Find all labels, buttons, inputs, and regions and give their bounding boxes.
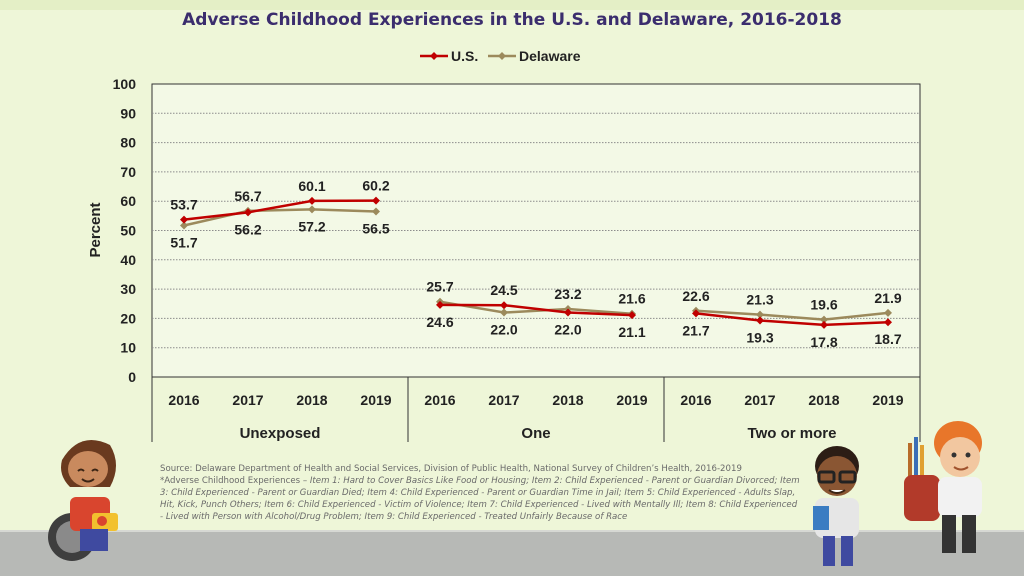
data-point-us xyxy=(692,309,700,318)
data-label-delaware: 22.0 xyxy=(490,322,517,338)
ace-definition-lead: *Adverse Childhood Experiences – xyxy=(160,476,310,486)
child-backpack-illustration xyxy=(904,421,982,553)
data-label-us: 19.3 xyxy=(746,329,773,345)
series-line-delaware xyxy=(695,309,889,321)
x-tick-label: 2016 xyxy=(680,392,711,408)
data-label-us: 21.1 xyxy=(618,324,645,340)
data-label-delaware: 21.3 xyxy=(746,292,773,308)
data-point-delaware xyxy=(308,205,316,214)
data-label-delaware: 56.5 xyxy=(362,220,389,236)
data-label-delaware: 51.7 xyxy=(170,235,197,251)
data-point-delaware xyxy=(500,308,508,317)
y-tick-label: 80 xyxy=(120,135,136,151)
y-tick-label: 90 xyxy=(120,105,136,121)
data-point-us xyxy=(436,300,444,309)
series-line-us xyxy=(695,312,889,327)
data-label-us: 56.2 xyxy=(234,221,261,237)
y-tick-label: 30 xyxy=(120,281,136,297)
data-point-us xyxy=(884,318,892,327)
floor xyxy=(0,532,1024,576)
group-label: Unexposed xyxy=(240,425,321,442)
x-tick-label: 2019 xyxy=(616,392,647,408)
data-label-delaware: 19.6 xyxy=(810,297,837,313)
x-tick-label: 2016 xyxy=(424,392,455,408)
data-point-delaware xyxy=(180,221,188,230)
group-label: One xyxy=(521,425,550,442)
data-label-us: 24.6 xyxy=(426,314,453,330)
background-strip xyxy=(0,0,1024,10)
data-label-us: 22.0 xyxy=(554,322,581,338)
x-tick-label: 2016 xyxy=(168,392,199,408)
data-point-us xyxy=(820,320,828,329)
data-label-us: 18.7 xyxy=(874,331,901,347)
y-tick-label: 100 xyxy=(113,76,137,92)
data-label-us: 24.5 xyxy=(490,282,517,298)
y-tick-label: 50 xyxy=(120,223,136,239)
data-point-us xyxy=(180,215,188,224)
line-chart: 0 10 20 30 40 50 60 70 80 90 100 Percent 2016 2017 201… xyxy=(87,48,921,442)
series-line-us xyxy=(183,199,377,221)
data-point-delaware xyxy=(756,310,764,319)
x-tick-label: 2018 xyxy=(296,392,327,408)
data-label-us: 60.1 xyxy=(298,178,325,194)
data-point-us xyxy=(372,196,380,205)
x-tick-label: 2018 xyxy=(808,392,839,408)
data-label-delaware: 21.9 xyxy=(874,290,901,306)
data-point-delaware xyxy=(372,207,380,216)
y-tick-label: 10 xyxy=(120,340,136,356)
data-label-delaware: 23.2 xyxy=(554,286,581,302)
x-tick-label: 2019 xyxy=(360,392,391,408)
data-label-delaware: 56.7 xyxy=(234,188,261,204)
source-note: Source: Delaware Department of Health an… xyxy=(160,463,800,523)
series-line-delaware xyxy=(439,300,633,315)
data-point-us xyxy=(756,316,764,325)
child-wheelchair-illustration xyxy=(48,440,118,561)
series-line-delaware xyxy=(183,208,377,227)
y-tick-label: 0 xyxy=(128,369,136,385)
y-axis-label: Percent xyxy=(87,202,104,257)
x-tick-label: 2018 xyxy=(552,392,583,408)
data-label-us: 21.7 xyxy=(682,322,709,338)
data-point-us xyxy=(244,208,252,217)
data-point-us xyxy=(628,311,636,320)
chart-title: Adverse Childhood Experiences in the U.S… xyxy=(182,10,842,30)
data-label-delaware: 25.7 xyxy=(426,279,453,295)
series-line-us xyxy=(439,303,633,317)
x-tick-label: 2017 xyxy=(232,392,263,408)
data-point-delaware xyxy=(820,315,828,324)
data-point-us xyxy=(564,308,572,317)
data-label-us: 17.8 xyxy=(810,334,837,350)
y-tick-label: 70 xyxy=(120,164,136,180)
y-tick-label: 60 xyxy=(120,193,136,209)
legend-label: Delaware xyxy=(519,48,581,64)
data-label-delaware: 21.6 xyxy=(618,291,645,307)
group-label: Two or more xyxy=(748,425,837,442)
y-tick-label: 20 xyxy=(120,310,136,326)
data-label-us: 53.7 xyxy=(170,197,197,213)
source-line: Source: Delaware Department of Health an… xyxy=(160,464,742,474)
y-tick-label: 40 xyxy=(120,252,136,268)
data-point-us xyxy=(500,301,508,310)
x-tick-label: 2019 xyxy=(872,392,903,408)
ace-definition-items: Item 1: Hard to Cover Basics Like Food o… xyxy=(160,476,800,522)
ace-definition: *Adverse Childhood Experiences – Item 1:… xyxy=(160,475,800,523)
data-label-delaware: 57.2 xyxy=(298,218,325,234)
legend-marker xyxy=(430,52,438,60)
data-point-us xyxy=(308,196,316,205)
data-label-us: 60.2 xyxy=(362,178,389,194)
legend-label: U.S. xyxy=(451,48,478,64)
x-tick-label: 2017 xyxy=(488,392,519,408)
data-label-delaware: 22.6 xyxy=(682,288,709,304)
legend-marker xyxy=(498,52,506,60)
x-tick-label: 2017 xyxy=(744,392,775,408)
child-books-illustration xyxy=(813,446,859,566)
data-point-delaware xyxy=(884,308,892,317)
